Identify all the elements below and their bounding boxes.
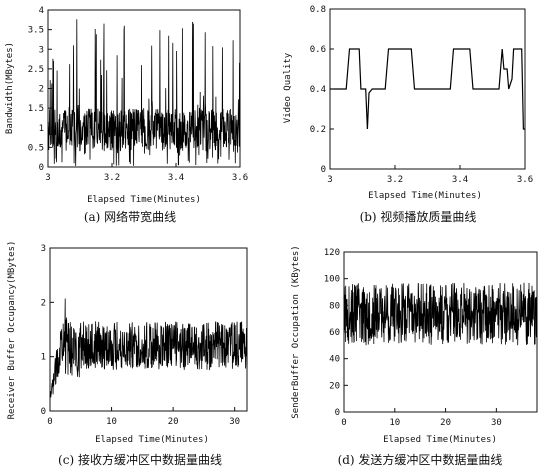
panel-d-ylabel: SenderBuffer Occupation (KBytes) [291, 245, 301, 418]
y-tick-label: 1 [41, 353, 46, 363]
panel-a-y-ticks: 0 0.5 1 1.5 2 2.5 3 3.5 4 [28, 6, 52, 173]
panel-b-caption: (b) 视频播放质量曲线 [360, 209, 477, 224]
panel-d: 0 20 40 60 80 100 120 0 10 20 30 SenderBuffer Occ… [291, 245, 538, 467]
panel-c-x-ticks: 0 10 20 30 [47, 407, 240, 427]
x-tick-label: 3 [327, 175, 332, 185]
x-tick-label: 10 [389, 418, 400, 428]
panel-b-y-ticks: 0 0.2 0.4 0.6 0.8 [310, 5, 334, 175]
panel-d-caption: (d) 发送方缓冲区中数据量曲线 [338, 452, 503, 467]
panel-b-xlabel: Elapsed Time(Minutes) [368, 191, 482, 201]
y-tick-label: 40 [329, 355, 340, 365]
y-tick-label: 80 [329, 301, 340, 311]
y-tick-label: 3 [39, 45, 44, 55]
panel-b: 0 0.2 0.4 0.6 0.8 3 3.2 3.4 3.6 Video Quality E… [283, 5, 533, 224]
panel-a-ylabel: Bandwidth(MBytes) [5, 42, 15, 134]
y-tick-label: 100 [324, 275, 340, 285]
y-tick-label: 3.5 [28, 26, 44, 36]
panel-c-data [49, 298, 248, 399]
x-tick-label: 3.2 [104, 173, 120, 183]
y-tick-label: 1.5 [28, 104, 44, 114]
panel-c: 0 1 2 3 0 10 20 30 Receiver Buffer Occupancy(M… [7, 241, 248, 467]
y-tick-label: 0 [335, 408, 340, 418]
panel-d-series-line [343, 282, 538, 346]
panel-a-data [47, 19, 241, 167]
panel-d-data [343, 282, 538, 346]
x-tick-label: 20 [168, 417, 179, 427]
panel-d-x-ticks: 0 10 20 30 [341, 408, 502, 428]
y-tick-label: 3 [41, 244, 46, 254]
y-tick-label: 2.5 [28, 65, 44, 75]
y-tick-label: 0 [41, 407, 46, 417]
x-tick-label: 3.6 [232, 173, 248, 183]
panel-c-ylabel: Receiver Buffer Occupancy(MBytes) [7, 241, 17, 420]
y-tick-label: 0 [321, 165, 326, 175]
y-tick-label: 0.2 [310, 125, 326, 135]
y-tick-label: 0 [39, 163, 44, 173]
panel-d-y-ticks: 0 20 40 60 80 100 120 [324, 248, 348, 418]
y-tick-label: 60 [329, 328, 340, 338]
x-tick-label: 3.4 [168, 173, 184, 183]
panel-c-ylabel-text: Receiver Buffer Occupancy(MBytes) [7, 241, 17, 420]
panel-a-x-ticks: 3 3.2 3.4 3.6 [45, 163, 248, 183]
y-tick-label: 0.8 [310, 5, 326, 15]
y-tick-label: 20 [329, 381, 340, 391]
y-tick-label: 1 [39, 124, 44, 134]
x-tick-label: 30 [229, 417, 240, 427]
y-tick-label: 120 [324, 248, 340, 258]
panel-a-series-line [47, 19, 241, 167]
panel-a: 0 0.5 1 1.5 2 2.5 3 3.5 4 3 3.2 3.4 3.6 Bandwidth(M… [5, 6, 248, 224]
panel-c-xlabel: Elapsed Time(Minutes) [95, 435, 209, 445]
x-tick-label: 10 [106, 417, 117, 427]
panel-b-ylabel: Video Quality [283, 52, 293, 123]
panel-c-caption: (c) 接收方缓冲区中数据量曲线 [58, 452, 222, 467]
y-tick-label: 2 [39, 85, 44, 95]
panel-d-xlabel: Elapsed Time(Minutes) [383, 435, 497, 445]
x-tick-label: 3 [45, 173, 50, 183]
x-tick-label: 20 [440, 418, 451, 428]
y-tick-label: 2 [41, 298, 46, 308]
y-tick-label: 4 [39, 6, 44, 16]
panel-a-xlabel: Elapsed Time(Minutes) [87, 195, 201, 205]
x-tick-label: 3.6 [517, 175, 533, 185]
panel-a-caption: (a) 网络带宽曲线 [84, 209, 176, 224]
x-tick-label: 3.4 [452, 175, 468, 185]
x-tick-label: 30 [491, 418, 502, 428]
y-tick-label: 0.4 [310, 85, 326, 95]
y-tick-label: 0.6 [310, 45, 326, 55]
panel-b-series-line [330, 48, 525, 130]
panel-c-y-ticks: 0 1 2 3 [41, 244, 54, 417]
x-tick-label: 0 [47, 417, 52, 427]
panel-b-x-ticks: 3 3.2 3.4 3.6 [327, 165, 533, 185]
x-tick-label: 0 [341, 418, 346, 428]
panel-c-plot-area [49, 247, 248, 412]
panel-c-series-line [49, 298, 248, 399]
y-tick-label: 0.5 [28, 143, 44, 153]
x-tick-label: 3.2 [387, 175, 403, 185]
panel-b-data [330, 48, 525, 130]
